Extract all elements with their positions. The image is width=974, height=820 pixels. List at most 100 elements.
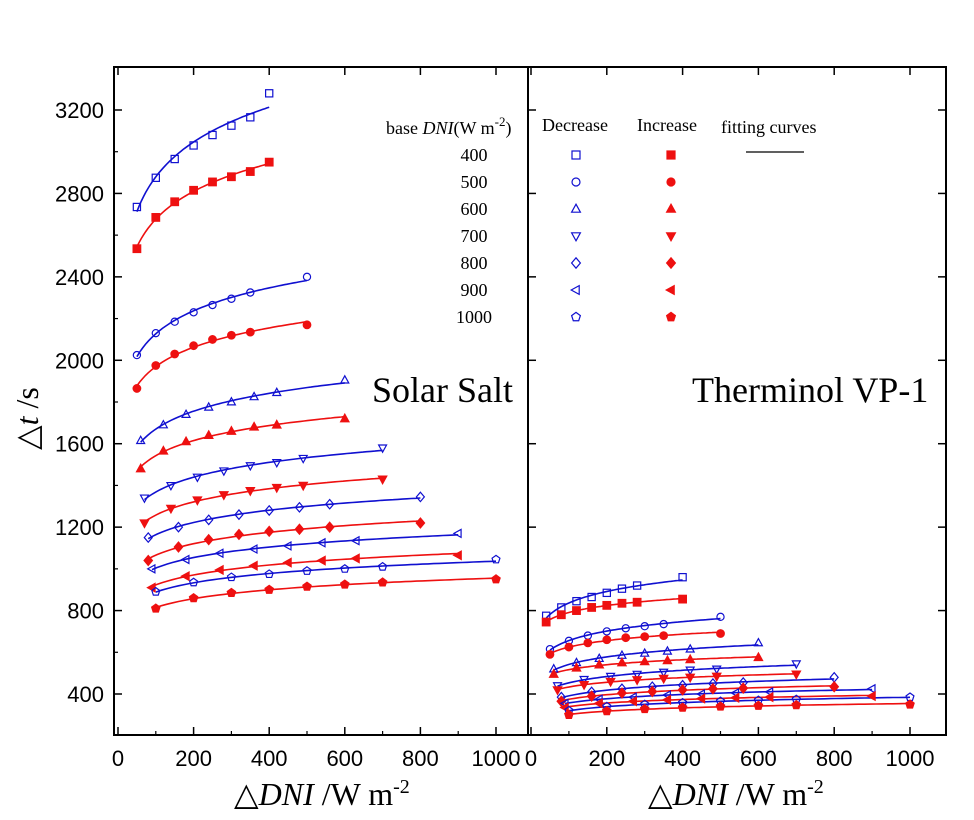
square-marker (151, 173, 160, 182)
triangle-down-marker (605, 672, 616, 682)
circle-marker (189, 341, 199, 351)
triangle-down-marker (685, 666, 696, 676)
x-axis-title-left: △DNI /W m-2 (234, 776, 410, 812)
pentagon-marker (905, 699, 915, 709)
triangle-left-marker (214, 548, 224, 559)
triangle-left-marker (729, 692, 740, 703)
circle-marker (151, 328, 160, 338)
square-marker (132, 244, 142, 254)
square-marker (227, 121, 236, 130)
fit-curve-increase-600 (140, 415, 345, 468)
x-tick-labels-left: 0 200 400 600 800 1000 (112, 746, 521, 771)
square-marker (208, 130, 217, 140)
fit-curve-increase-1000 (155, 577, 497, 609)
legend-base-value: 900 (461, 280, 488, 300)
pentagon-marker (339, 579, 350, 589)
triangle-left-marker (664, 284, 675, 296)
legend-header-base: base DNI(W m-2) (386, 114, 512, 139)
square-marker (170, 154, 179, 164)
circle-marker (132, 350, 142, 360)
triangle-up-marker (685, 643, 696, 653)
triangle-down-marker (218, 467, 229, 477)
triangle-up-marker (571, 662, 582, 672)
square-marker (587, 592, 596, 602)
triangle-left-marker (316, 555, 326, 566)
circle-marker (226, 330, 236, 340)
triangle-up-marker (203, 429, 214, 440)
triangle-down-marker (139, 494, 150, 504)
triangle-up-marker (271, 419, 282, 429)
square-marker (602, 588, 612, 598)
triangle-up-marker (249, 391, 260, 401)
triangle-down-marker (298, 481, 309, 492)
y-tick-label: 1600 (55, 432, 104, 457)
triangle-down-marker (605, 677, 616, 688)
triangle-up-marker (158, 445, 169, 455)
triangle-up-marker (181, 408, 192, 418)
circle-marker (208, 300, 217, 310)
circle-marker (189, 308, 198, 317)
diamond-marker (173, 521, 184, 533)
square-marker (265, 89, 274, 98)
fit-curve-decrease-500 (549, 617, 721, 651)
diamond-marker (707, 682, 718, 695)
legend-base-value: 400 (461, 145, 488, 165)
circle-marker (640, 632, 650, 642)
triangle-left-marker (695, 693, 706, 704)
circle-marker (245, 327, 255, 337)
triangle-up-marker (158, 419, 169, 429)
square-marker (666, 150, 676, 160)
pentagon-marker (188, 592, 199, 603)
square-marker (245, 167, 255, 176)
pentagon-marker (377, 561, 388, 571)
square-marker (189, 141, 198, 150)
triangle-up-marker (594, 658, 605, 669)
triangle-down-marker (579, 675, 590, 685)
diamond-marker (665, 256, 677, 270)
triangle-up-marker (248, 421, 260, 431)
x-tick-label: 0 (112, 746, 124, 771)
triangle-down-marker (218, 491, 230, 501)
triangle-up-marker (753, 651, 764, 662)
legend-base-value: 700 (461, 226, 488, 246)
triangle-up-marker (180, 435, 192, 446)
triangle-down-marker (684, 673, 696, 684)
circle-marker (132, 384, 142, 393)
square-marker (678, 572, 687, 582)
diamond-marker (234, 509, 244, 521)
y-tick-labels: 400 800 1200 1600 2000 2400 2800 3200 (55, 98, 104, 707)
square-marker (587, 603, 597, 612)
triangle-left-marker (452, 550, 462, 561)
triangle-up-marker (135, 435, 146, 445)
triangle-left-marker (248, 544, 258, 555)
circle-marker (571, 177, 581, 187)
diamond-marker (738, 682, 749, 695)
diamond-marker (264, 525, 275, 538)
triangle-left-marker (730, 687, 740, 698)
fit-curve-decrease-500 (136, 279, 308, 358)
square-marker (617, 584, 627, 593)
diamond-marker (143, 554, 154, 567)
triangle-up-marker (271, 387, 282, 397)
diamond-marker (586, 690, 597, 702)
square-marker (556, 610, 566, 620)
diamond-marker (570, 256, 582, 270)
diamond-marker (324, 498, 335, 510)
fit-curve-decrease-600 (140, 382, 345, 443)
pentagon-marker (151, 586, 161, 596)
y-tick-label: 400 (67, 682, 104, 707)
diamond-marker (324, 521, 335, 534)
triangle-left-marker (661, 694, 672, 706)
diamond-marker (143, 531, 153, 544)
triangle-up-marker (339, 412, 350, 423)
y-tick-label: 2000 (55, 348, 104, 373)
pentagon-marker (302, 581, 312, 591)
fit-curve-decrease-900 (151, 534, 459, 571)
fit-curve-decrease-400 (136, 106, 270, 212)
diamond-marker (203, 533, 214, 546)
circle-marker (666, 177, 676, 187)
circle-marker (564, 642, 574, 652)
fit-curve-decrease-900 (564, 688, 873, 705)
triangle-left-marker (627, 696, 637, 707)
right-panel-title: Therminol VP-1 (692, 370, 928, 410)
